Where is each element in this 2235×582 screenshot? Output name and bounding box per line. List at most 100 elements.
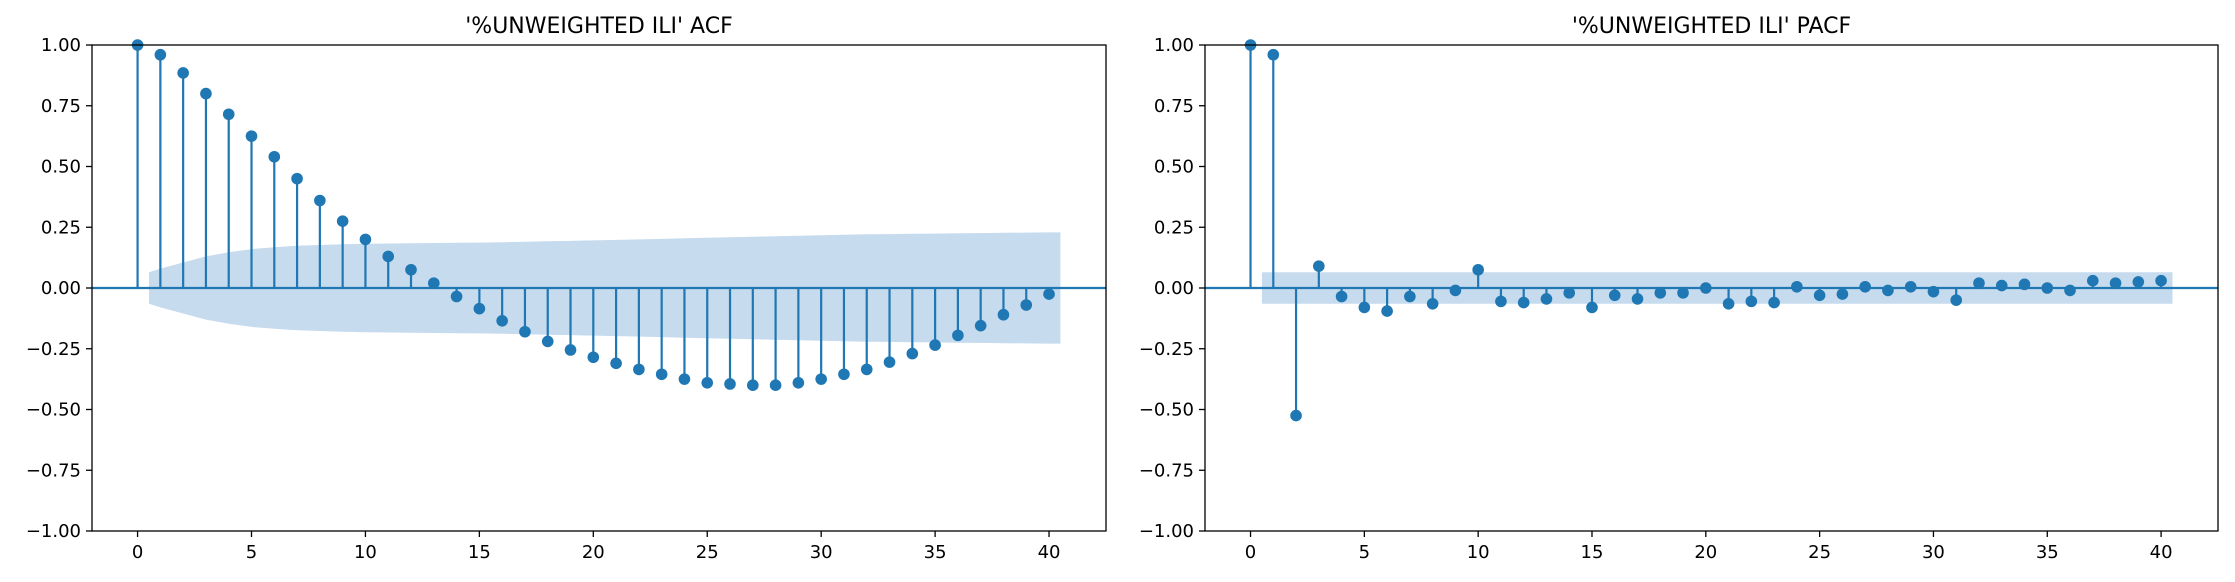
pacf-marker-lag-11 xyxy=(1495,295,1507,308)
acf-marker-lag-24 xyxy=(678,373,691,385)
acf-y-tick-label-8: 1.00 xyxy=(41,35,81,56)
acf-marker-lag-34 xyxy=(906,347,919,360)
acf-marker-lag-9 xyxy=(336,215,349,227)
pacf-x-tick-label-40: 40 xyxy=(2150,542,2173,563)
pacf-marker-lag-33 xyxy=(1995,279,2008,292)
pacf-y-tick-label-1: −0.75 xyxy=(1139,460,1194,481)
acf-marker-lag-28 xyxy=(769,379,782,392)
pacf-marker-lag-5 xyxy=(1358,301,1371,314)
acf-marker-lag-17 xyxy=(519,325,531,338)
pacf-x-tick-label-30: 30 xyxy=(1922,542,1945,563)
pacf-marker-lag-15 xyxy=(1586,301,1598,314)
acf-marker-lag-1 xyxy=(154,48,167,61)
pacf-x-tick-label-5: 5 xyxy=(1359,542,1370,563)
pacf-stems-layer xyxy=(1244,39,2167,422)
acf-marker-lag-26 xyxy=(724,378,736,390)
acf-marker-lag-36 xyxy=(952,329,964,342)
pacf-x-ticks: 0 5 10 15 20 25 30 35 40 xyxy=(1245,531,2173,563)
pacf-marker-lag-24 xyxy=(1791,280,1803,293)
acf-marker-lag-18 xyxy=(541,335,554,348)
acf-marker-lag-14 xyxy=(450,290,463,303)
pacf-x-tick-label-35: 35 xyxy=(2036,542,2059,563)
acf-marker-lag-5 xyxy=(245,130,258,142)
pacf-marker-lag-7 xyxy=(1404,290,1416,303)
acf-x-tick-label-10: 10 xyxy=(354,542,377,563)
acf-marker-lag-40 xyxy=(1043,288,1055,300)
acf-stems-layer xyxy=(131,39,1055,392)
pacf-marker-lag-13 xyxy=(1540,293,1553,305)
acf-y-tick-label-1: −0.75 xyxy=(26,460,81,481)
acf-y-tick-label-0: −1.00 xyxy=(26,521,81,542)
acf-marker-lag-7 xyxy=(291,172,303,185)
pacf-marker-lag-21 xyxy=(1722,297,1735,310)
acf-marker-lag-29 xyxy=(792,376,805,389)
acf-x-tick-label-5: 5 xyxy=(246,542,257,563)
acf-marker-lag-39 xyxy=(1020,299,1033,311)
pacf-marker-lag-39 xyxy=(2132,276,2145,288)
pacf-marker-lag-22 xyxy=(1745,295,1758,308)
pacf-marker-lag-36 xyxy=(2064,284,2076,297)
pacf-marker-lag-28 xyxy=(1882,284,1894,297)
acf-x-tick-label-0: 0 xyxy=(132,542,143,563)
pacf-y-tick-label-4: 0.00 xyxy=(1154,278,1194,299)
acf-y-tick-label-7: 0.75 xyxy=(41,96,81,117)
pacf-marker-lag-38 xyxy=(2109,277,2122,289)
pacf-marker-lag-1 xyxy=(1267,48,1280,61)
pacf-x-tick-label-20: 20 xyxy=(1694,542,1717,563)
pacf-marker-lag-32 xyxy=(1973,277,1985,289)
acf-marker-lag-30 xyxy=(815,373,827,385)
pacf-marker-lag-25 xyxy=(1813,289,1826,302)
acf-marker-lag-38 xyxy=(997,308,1010,321)
acf-marker-lag-22 xyxy=(633,363,645,376)
acf-marker-lag-27 xyxy=(747,379,759,392)
acf-marker-lag-23 xyxy=(655,368,668,381)
pacf-marker-lag-37 xyxy=(2086,274,2099,287)
acf-marker-lag-6 xyxy=(268,150,281,163)
pacf-marker-lag-30 xyxy=(1927,285,1940,298)
pacf-marker-lag-17 xyxy=(1631,293,1644,305)
acf-marker-lag-16 xyxy=(496,315,508,327)
pacf-marker-lag-6 xyxy=(1381,305,1393,317)
acf-marker-lag-21 xyxy=(610,357,622,370)
pacf-marker-lag-3 xyxy=(1313,260,1325,272)
acf-marker-lag-37 xyxy=(974,319,987,332)
pacf-y-tick-label-7: 0.75 xyxy=(1154,96,1194,117)
pacf-marker-lag-9 xyxy=(1449,284,1462,297)
pacf-x-tick-label-15: 15 xyxy=(1581,542,1604,563)
acf-x-ticks: 0 5 10 15 20 25 30 35 40 xyxy=(132,531,1060,563)
acf-x-tick-label-15: 15 xyxy=(468,542,491,563)
acf-panel: 0 5 10 15 20 25 30 35 40 −1.00 −0.75 −0.50 −0.25 0.0… xyxy=(26,14,1107,563)
acf-marker-lag-25 xyxy=(701,376,714,389)
acf-marker-lag-3 xyxy=(200,87,212,100)
acf-x-tick-label-30: 30 xyxy=(810,542,833,563)
acf-marker-lag-10 xyxy=(359,233,372,246)
pacf-marker-lag-10 xyxy=(1472,263,1484,276)
pacf-marker-lag-34 xyxy=(2018,278,2031,291)
pacf-marker-lag-20 xyxy=(1700,282,1712,294)
acf-marker-lag-11 xyxy=(382,250,395,263)
pacf-chart-title: '%UNWEIGHTED ILI' PACF xyxy=(1572,14,1851,39)
acf-y-tick-label-4: 0.00 xyxy=(41,278,81,299)
pacf-marker-lag-26 xyxy=(1836,288,1849,300)
acf-marker-lag-31 xyxy=(838,368,850,381)
pacf-y-tick-label-0: −1.00 xyxy=(1139,521,1194,542)
pacf-marker-lag-4 xyxy=(1335,290,1348,303)
pacf-marker-lag-27 xyxy=(1859,280,1871,293)
pacf-y-tick-label-3: −0.25 xyxy=(1139,339,1194,360)
pacf-x-tick-label-25: 25 xyxy=(1808,542,1831,563)
acf-marker-lag-33 xyxy=(883,356,896,368)
acf-marker-lag-4 xyxy=(222,108,235,121)
pacf-y-tick-label-8: 1.00 xyxy=(1154,35,1194,56)
acf-marker-lag-32 xyxy=(860,363,873,376)
pacf-y-tick-label-5: 0.25 xyxy=(1154,217,1194,238)
acf-marker-lag-15 xyxy=(473,302,486,315)
pacf-marker-lag-8 xyxy=(1426,297,1439,310)
acf-x-tick-label-25: 25 xyxy=(696,542,719,563)
pacf-marker-lag-12 xyxy=(1517,296,1530,309)
pacf-marker-lag-14 xyxy=(1563,287,1576,299)
pacf-marker-lag-16 xyxy=(1608,289,1621,302)
pacf-marker-lag-29 xyxy=(1904,280,1917,293)
acf-marker-lag-19 xyxy=(564,344,577,356)
acf-y-tick-label-6: 0.50 xyxy=(41,157,81,178)
